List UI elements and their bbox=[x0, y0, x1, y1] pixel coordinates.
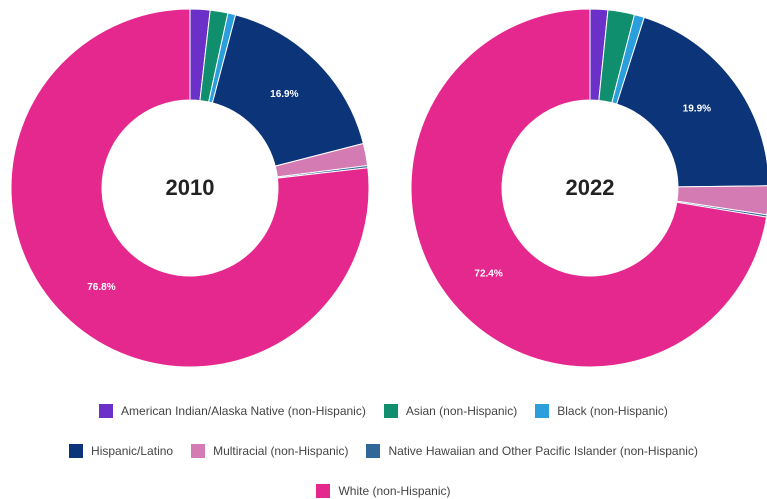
legend-label: Asian (non-Hispanic) bbox=[405, 404, 518, 418]
legend-swatch bbox=[366, 444, 381, 458]
legend-swatch bbox=[191, 444, 206, 458]
legend-swatch bbox=[535, 404, 550, 418]
legend-item[interactable]: White (non-Hispanic) bbox=[316, 484, 451, 498]
legend-swatch bbox=[316, 484, 331, 498]
legend-swatch bbox=[383, 404, 398, 418]
legend-swatch bbox=[69, 444, 84, 458]
legend-label: Multiracial (non-Hispanic) bbox=[213, 444, 349, 458]
legend-item[interactable]: Multiracial (non-Hispanic) bbox=[191, 444, 348, 458]
legend-swatch bbox=[99, 404, 114, 418]
data-label: 19.9% bbox=[683, 103, 711, 114]
legend-item[interactable]: American Indian/Alaska Native (non-Hispa… bbox=[99, 404, 366, 418]
charts: 16.9% 76.8% 2010 19.9% 72.4% 2022 bbox=[10, 8, 767, 368]
legend-label: Black (non-Hispanic) bbox=[557, 404, 668, 418]
legend-label: American Indian/Alaska Native (non-Hispa… bbox=[121, 404, 366, 418]
slice bbox=[616, 16, 767, 188]
legend-row: American Indian/Alaska Native (non-Hispa… bbox=[0, 404, 767, 418]
legend-item[interactable]: Native Hawaiian and Other Pacific Island… bbox=[366, 444, 698, 458]
slice bbox=[211, 14, 364, 167]
data-label: 72.4% bbox=[474, 269, 502, 280]
center-title: 2022 bbox=[566, 175, 615, 200]
legend-item[interactable]: Asian (non-Hispanic) bbox=[383, 404, 518, 418]
slice bbox=[410, 8, 767, 368]
legend-row: White (non-Hispanic) bbox=[0, 484, 767, 498]
slice bbox=[10, 8, 370, 368]
legend-item[interactable]: Black (non-Hispanic) bbox=[535, 404, 668, 418]
legend-label: Native Hawaiian and Other Pacific Island… bbox=[388, 444, 698, 458]
data-label: 16.9% bbox=[270, 89, 298, 100]
center-title: 2010 bbox=[166, 175, 215, 200]
data-label: 76.8% bbox=[87, 282, 115, 293]
legend-row: Hispanic/Latino Multiracial (non-Hispanic… bbox=[0, 444, 767, 458]
legend-item[interactable]: Hispanic/Latino bbox=[69, 444, 173, 458]
legend-label: White (non-Hispanic) bbox=[338, 484, 451, 498]
legend-label: Hispanic/Latino bbox=[91, 444, 174, 458]
